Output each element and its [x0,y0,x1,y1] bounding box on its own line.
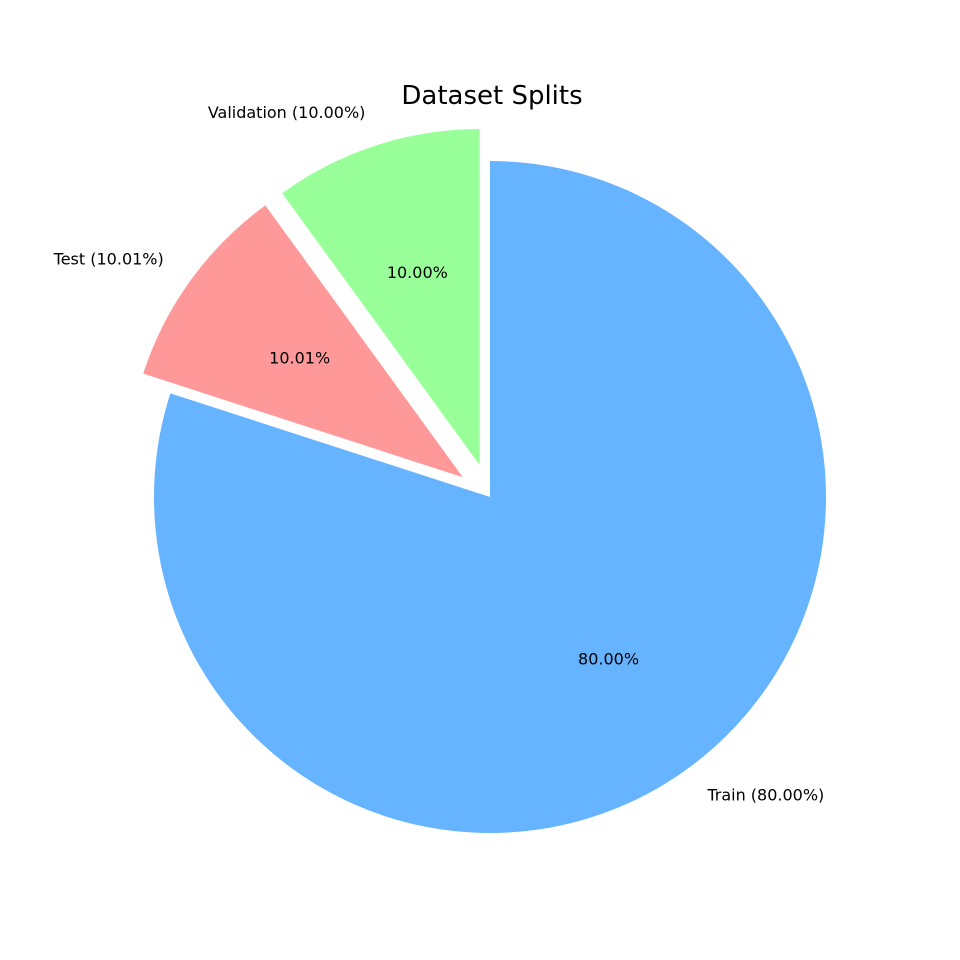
pie-slice-test [143,205,463,478]
slice-percent-validation: 10.00% [387,263,448,282]
slice-percent-train: 80.00% [578,650,639,669]
pie-labels: Train (80.00%) 80.00% Test (10.01%) 10.01% V… [53,103,825,804]
slice-label-validation: Validation (10.00%) [208,103,366,122]
pie-slices [143,129,827,833]
slice-label-test: Test (10.01%) [53,250,164,269]
slice-label-train: Train (80.00%) [706,785,824,804]
slice-percent-test: 10.01% [269,348,330,367]
pie-slice-train [153,161,827,833]
pie-slice-validation [282,129,480,466]
chart-title: Dataset Splits [401,81,582,111]
